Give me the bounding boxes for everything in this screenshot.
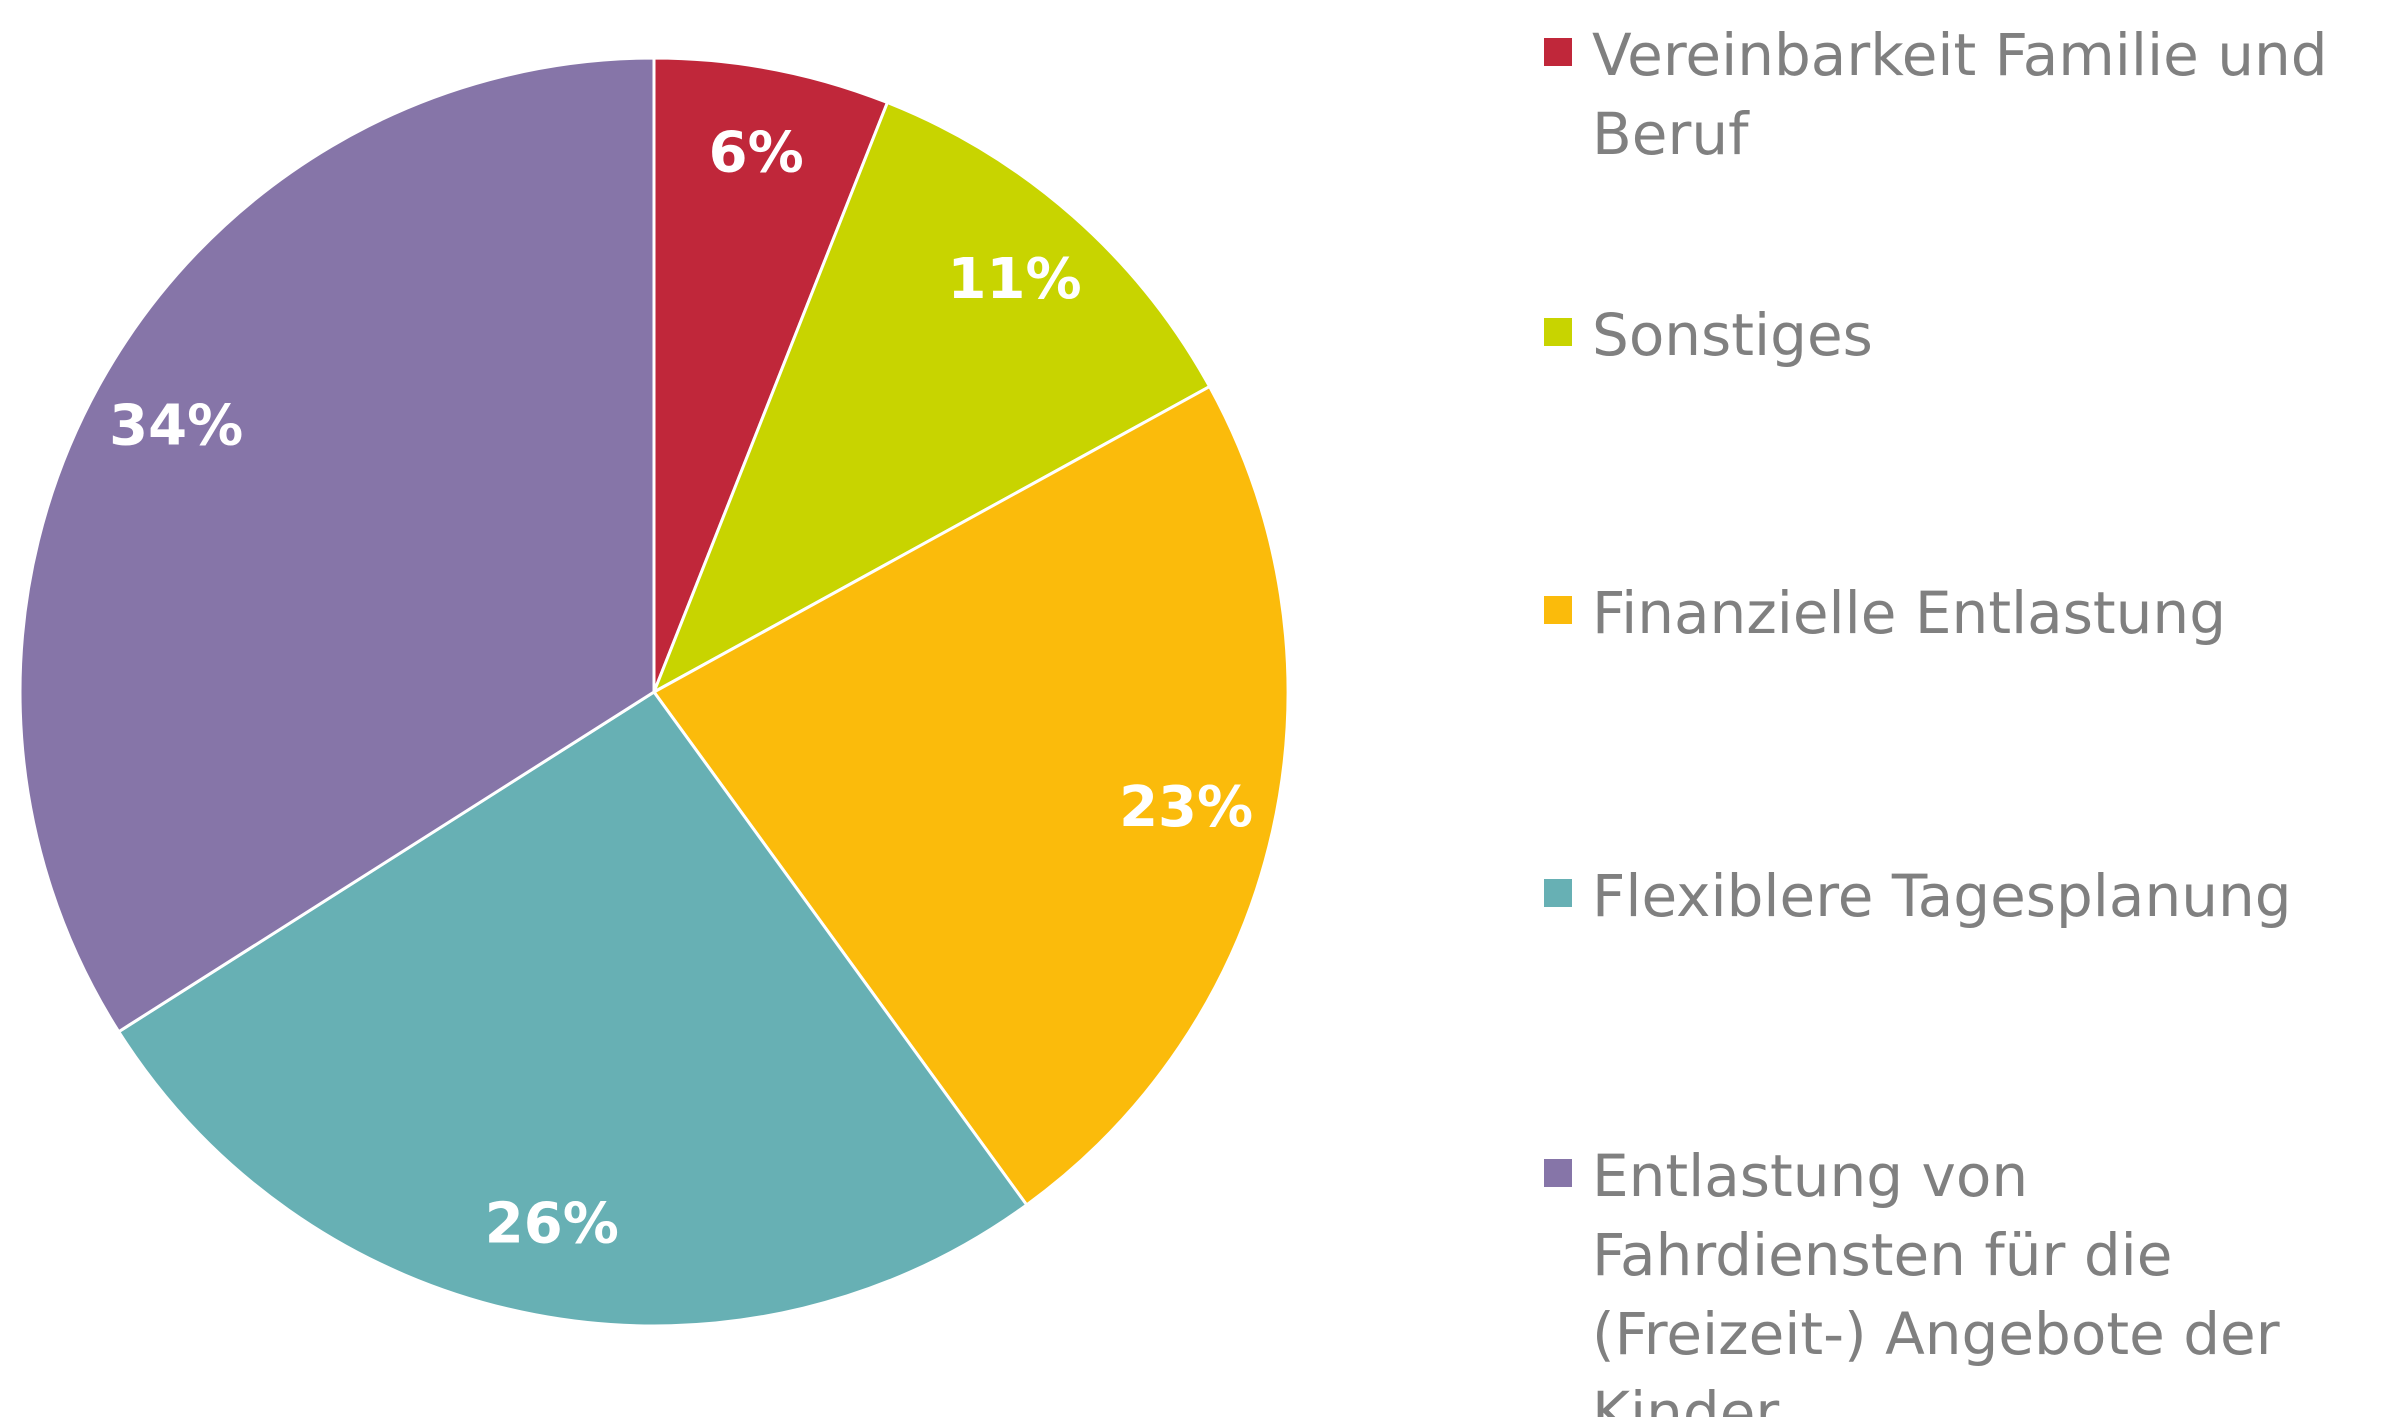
value-label: 34% — [109, 393, 243, 458]
legend-label: Vereinbarkeit Familie und Beruf — [1592, 21, 2328, 168]
value-label: 6% — [709, 121, 804, 186]
legend-item: Vereinbarkeit Familie und Beruf — [1544, 16, 2379, 174]
legend-swatch — [1544, 879, 1572, 907]
value-label: 23% — [1119, 775, 1253, 840]
legend-label: Sonstiges — [1592, 301, 1873, 369]
legend-swatch — [1544, 38, 1572, 66]
pie-slice — [652, 56, 890, 693]
legend-swatch — [1544, 596, 1572, 624]
legend-swatch — [1544, 1159, 1572, 1187]
pie-slice — [651, 100, 1212, 696]
legend-label: Flexiblere Tagesplanung — [1592, 862, 2292, 930]
legend-item: Flexiblere Tagesplanung — [1544, 857, 2379, 936]
legend-label: Finanzielle Entlastung — [1592, 579, 2227, 647]
pie-slice — [116, 689, 1029, 1328]
legend-label: Entlastung von Fahrdiensten für die (Fre… — [1592, 1142, 2280, 1417]
legend-item: Sonstiges — [1544, 296, 2379, 375]
pie-slice — [18, 56, 656, 1034]
legend-item: Finanzielle Entlastung — [1544, 574, 2379, 653]
legend-item: Entlastung von Fahrdiensten für die (Fre… — [1544, 1137, 2379, 1417]
value-label: 26% — [485, 1192, 619, 1257]
chart: 6% 11% 23% 26% 34% — [18, 56, 1290, 1328]
value-label: 11% — [948, 247, 1082, 312]
pie-slice — [651, 384, 1290, 1208]
legend-swatch — [1544, 318, 1572, 346]
